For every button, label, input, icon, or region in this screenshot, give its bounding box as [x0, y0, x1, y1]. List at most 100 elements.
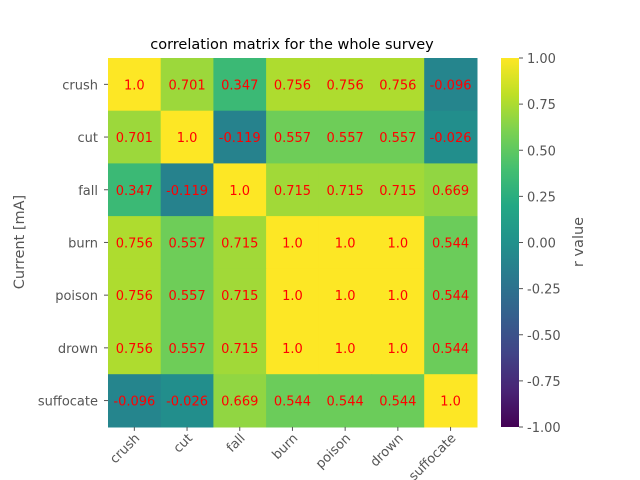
- heatmap-cell: [213, 110, 267, 164]
- y-tick-labels: crush cut fall burn poison drown suffocate: [38, 78, 108, 410]
- heatmap-cell: [424, 110, 478, 164]
- cell-value-label: 0.347: [116, 184, 153, 199]
- heatmap-cell: [424, 216, 478, 270]
- cell-value-label: 0.669: [432, 184, 469, 199]
- cell-value-label: 1.0: [335, 289, 356, 304]
- cell-value-label: 0.544: [432, 289, 469, 304]
- x-tick-label: suffocate: [406, 431, 459, 480]
- cell-value-label: 0.715: [327, 184, 364, 199]
- heatmap-cell: [266, 374, 320, 428]
- heatmap-cell: [318, 110, 373, 164]
- heatmap-cells: [108, 58, 478, 428]
- x-tick-label: fall: [224, 431, 249, 456]
- heatmap-cell: [266, 216, 320, 270]
- cell-value-label: 0.544: [379, 395, 416, 410]
- cell-value-label: 1.0: [282, 236, 303, 251]
- y-tick-label: suffocate: [38, 395, 98, 410]
- heatmap-cell: [108, 216, 162, 270]
- cell-value-label: 0.701: [116, 131, 153, 146]
- heatmap-cell: [371, 58, 425, 112]
- chart-title: correlation matrix for the whole survey: [150, 37, 434, 53]
- heatmap-cell: [266, 110, 320, 164]
- cell-value-label: 0.557: [379, 131, 416, 146]
- colorbar-tick-label: 0.00: [527, 237, 556, 252]
- cell-value-label: -0.119: [166, 184, 208, 199]
- colorbar-tick-label: -1.00: [527, 421, 561, 436]
- heatmap-cell: [160, 163, 214, 217]
- heatmap-cell: [108, 110, 162, 164]
- cell-value-label: 0.669: [221, 395, 258, 410]
- heatmap-cell: [213, 268, 267, 323]
- cell-value-label: 1.0: [440, 395, 461, 410]
- heatmap-cell: [318, 268, 373, 323]
- heatmap-cell: [318, 321, 373, 375]
- cell-value-label: 1.0: [177, 131, 198, 146]
- cell-value-label: 1.0: [282, 342, 303, 357]
- heatmap-cell: [424, 163, 478, 217]
- colorbar-label: r value: [571, 217, 587, 267]
- cell-value-label: 0.715: [379, 184, 416, 199]
- heatmap-cell: [213, 321, 267, 375]
- y-tick-label: poison: [55, 289, 98, 304]
- heatmap-cell: [371, 268, 425, 323]
- cell-value-label: 1.0: [124, 78, 145, 93]
- x-tick-label: poison: [313, 431, 354, 472]
- heatmap-cell: [213, 58, 267, 112]
- heatmap-cell: [108, 374, 162, 428]
- cell-value-label: 0.756: [116, 289, 153, 304]
- cell-value-label: 1.0: [388, 236, 409, 251]
- cell-value-label: 0.756: [327, 78, 364, 93]
- heatmap-cell: [318, 163, 373, 217]
- cell-value-label: 0.715: [274, 184, 311, 199]
- cell-value-label: 0.557: [327, 131, 364, 146]
- cell-value-label: 0.756: [379, 78, 416, 93]
- cell-value-label: 0.756: [274, 78, 311, 93]
- heatmap-cell: [424, 374, 478, 428]
- y-tick-label: drown: [58, 342, 98, 357]
- cell-value-label: 0.544: [432, 342, 469, 357]
- cell-value-label: 1.0: [335, 342, 356, 357]
- cell-value-label: -0.119: [219, 131, 261, 146]
- heatmap-cell: [266, 268, 320, 323]
- heatmap-cell: [160, 374, 214, 428]
- cell-value-label: 0.544: [274, 395, 311, 410]
- cell-value-label: 0.715: [221, 342, 258, 357]
- cell-value-label: 0.557: [168, 236, 205, 251]
- cell-value-label: 0.544: [432, 236, 469, 251]
- heatmap-cell: [108, 321, 162, 375]
- heatmap-cell: [266, 321, 320, 375]
- colorbar-tick-label: 0.25: [527, 190, 556, 205]
- cell-value-label: 0.557: [168, 289, 205, 304]
- cell-annotations: 1.0 0.701 0.347 0.756 0.756 0.756 -0.096 0.701 1…: [113, 78, 471, 409]
- y-tick-label: burn: [68, 236, 98, 251]
- colorbar-tick-label: -0.50: [527, 329, 561, 344]
- cell-value-label: 0.756: [116, 342, 153, 357]
- x-tick-label: crush: [107, 431, 143, 467]
- cell-value-label: 1.0: [388, 342, 409, 357]
- heatmap-cell: [160, 268, 214, 323]
- heatmap-cell: [160, 321, 214, 375]
- cell-value-label: -0.096: [430, 78, 472, 93]
- colorbar-tick-label: -0.75: [527, 375, 561, 390]
- cell-value-label: 1.0: [229, 184, 250, 199]
- cell-value-label: 0.347: [221, 78, 258, 93]
- cell-value-label: 0.544: [327, 395, 364, 410]
- heatmap-cell: [108, 58, 162, 112]
- heatmap-cell: [371, 216, 425, 270]
- cell-value-label: 0.756: [116, 236, 153, 251]
- colorbar-tick-label: 0.50: [527, 144, 556, 159]
- cell-value-label: 0.557: [274, 131, 311, 146]
- heatmap-cell: [160, 58, 214, 112]
- heatmap-cell: [266, 163, 320, 217]
- x-tick-label: drown: [368, 431, 407, 470]
- heatmap-cell: [371, 110, 425, 164]
- cell-value-label: 0.701: [168, 78, 205, 93]
- cell-value-label: -0.096: [113, 395, 155, 410]
- cell-value-label: 1.0: [282, 289, 303, 304]
- heatmap-cell: [266, 58, 320, 112]
- heatmap-cell: [424, 321, 478, 375]
- cell-value-label: 0.715: [221, 289, 258, 304]
- cell-value-label: 1.0: [335, 236, 356, 251]
- colorbar-ticks: 1.00 0.75 0.50 0.25 0.00 -0.25 -0.50 -0.75 -1.00: [519, 52, 561, 436]
